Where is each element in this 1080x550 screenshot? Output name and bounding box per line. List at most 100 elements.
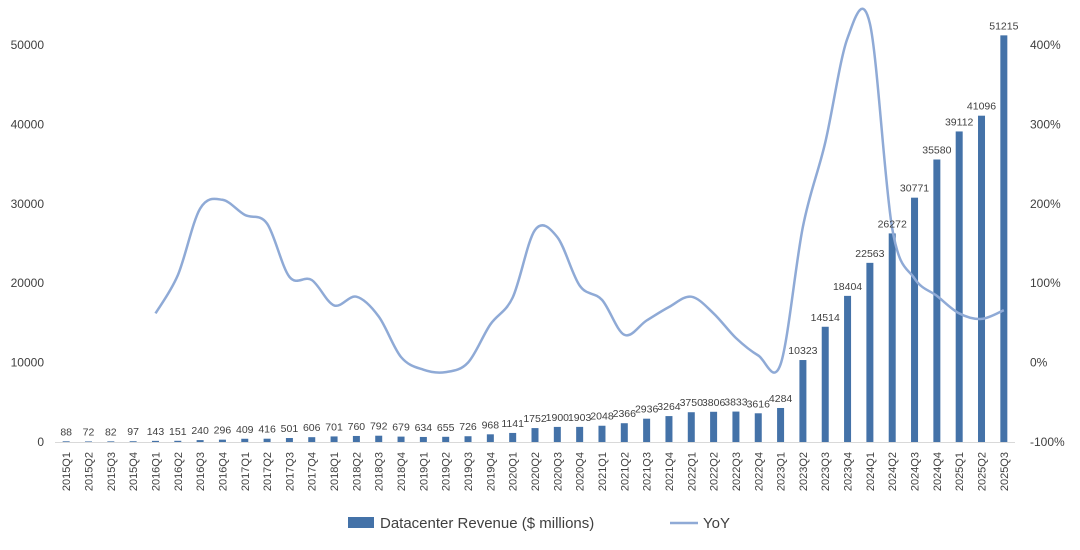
bar-value-label: 143 bbox=[147, 426, 165, 438]
bar-value-label: 240 bbox=[191, 425, 209, 437]
bar-value-label: 416 bbox=[258, 424, 276, 436]
x-tick-label: 2025Q1 bbox=[954, 452, 966, 491]
bar bbox=[955, 131, 963, 442]
bar bbox=[844, 295, 852, 442]
bar bbox=[151, 440, 159, 442]
x-tick-label: 2020Q1 bbox=[508, 452, 520, 491]
bar-data-labels: 88 72 82 97 143 151 240 296 409 416 501 606 701 760 79… bbox=[60, 20, 1018, 438]
bar-value-label: 14514 bbox=[811, 312, 840, 324]
bar bbox=[620, 423, 628, 442]
left-tick-label: 0 bbox=[37, 435, 44, 449]
bar bbox=[464, 436, 472, 442]
x-tick-label: 2024Q2 bbox=[887, 452, 899, 491]
x-tick-label: 2023Q4 bbox=[843, 452, 855, 491]
bar-value-label: 4284 bbox=[769, 393, 793, 405]
bar bbox=[888, 233, 896, 442]
bar-value-label: 151 bbox=[169, 426, 187, 438]
x-tick-label: 2020Q3 bbox=[552, 452, 564, 491]
x-tick-label: 2025Q2 bbox=[977, 452, 989, 491]
bar bbox=[710, 411, 718, 442]
x-tick-label: 2017Q2 bbox=[262, 452, 274, 491]
bar bbox=[509, 432, 517, 442]
bar-value-label: 409 bbox=[236, 424, 254, 436]
left-tick-label: 10000 bbox=[11, 356, 45, 370]
x-tick-label: 2024Q3 bbox=[910, 452, 922, 491]
left-axis-ticks: 0 10000 20000 30000 40000 50000 bbox=[11, 38, 45, 449]
bar bbox=[84, 441, 92, 442]
x-tick-label: 2019Q3 bbox=[463, 452, 475, 491]
x-tick-label: 2020Q4 bbox=[575, 452, 587, 491]
bar bbox=[442, 436, 450, 442]
bar-value-label: 97 bbox=[127, 426, 139, 438]
right-tick-label: 0% bbox=[1030, 356, 1048, 370]
bar-value-label: 30771 bbox=[900, 183, 929, 195]
bar bbox=[1000, 35, 1008, 442]
x-tick-label: 2023Q2 bbox=[798, 452, 810, 491]
bar bbox=[174, 440, 182, 442]
x-tick-label: 2022Q4 bbox=[753, 452, 765, 491]
left-tick-label: 40000 bbox=[11, 117, 45, 131]
bar bbox=[799, 360, 807, 442]
bar bbox=[263, 438, 271, 442]
right-tick-label: 300% bbox=[1030, 117, 1061, 131]
x-tick-label: 2018Q2 bbox=[351, 452, 363, 491]
x-tick-label: 2019Q1 bbox=[418, 452, 430, 491]
bar-value-label: 1903 bbox=[568, 412, 592, 424]
bar bbox=[531, 428, 539, 442]
bar-value-label: 22563 bbox=[855, 248, 884, 260]
bar-value-label: 10323 bbox=[788, 345, 817, 357]
bar bbox=[419, 436, 427, 442]
bar bbox=[754, 413, 762, 442]
bar-value-label: 296 bbox=[214, 425, 232, 437]
bar bbox=[643, 418, 651, 442]
x-tick-label: 2021Q4 bbox=[664, 452, 676, 491]
bar bbox=[553, 426, 561, 442]
x-tick-label: 2022Q1 bbox=[686, 452, 698, 491]
bar-value-label: 2936 bbox=[635, 404, 659, 416]
bar-value-label: 3806 bbox=[702, 397, 726, 409]
bar-value-label: 792 bbox=[370, 421, 388, 433]
x-tick-label: 2023Q1 bbox=[776, 452, 788, 491]
x-tick-label: 2019Q2 bbox=[441, 452, 453, 491]
bar-value-label: 35580 bbox=[922, 144, 951, 156]
bar-value-label: 3833 bbox=[724, 397, 748, 409]
bar bbox=[308, 437, 316, 442]
bar-value-label: 3616 bbox=[747, 398, 771, 410]
bar-value-label: 1141 bbox=[501, 418, 524, 430]
bar bbox=[375, 435, 383, 442]
bar-value-label: 88 bbox=[60, 426, 72, 438]
left-tick-label: 30000 bbox=[11, 197, 45, 211]
right-tick-label: 400% bbox=[1030, 38, 1061, 52]
x-tick-label: 2025Q3 bbox=[999, 452, 1011, 491]
bar bbox=[732, 411, 740, 442]
bar-value-label: 2366 bbox=[613, 408, 637, 420]
x-tick-label: 2017Q4 bbox=[307, 452, 319, 491]
bar-value-label: 655 bbox=[437, 422, 455, 434]
x-tick-label: 2016Q3 bbox=[195, 452, 207, 491]
x-tick-label: 2015Q2 bbox=[83, 452, 95, 491]
bar bbox=[777, 407, 785, 442]
bar bbox=[241, 438, 249, 442]
legend-line-label: YoY bbox=[703, 515, 730, 532]
x-tick-label: 2021Q3 bbox=[642, 452, 654, 491]
right-tick-label: -100% bbox=[1030, 435, 1065, 449]
bar-value-label: 39112 bbox=[945, 116, 974, 128]
legend-bar-swatch bbox=[348, 517, 374, 528]
bar-value-label: 18404 bbox=[833, 281, 862, 293]
bar-value-label: 2048 bbox=[590, 411, 614, 423]
bar bbox=[352, 435, 360, 442]
bar bbox=[330, 436, 338, 442]
bar bbox=[598, 425, 606, 442]
bar bbox=[665, 416, 673, 442]
bar bbox=[821, 326, 829, 442]
bar bbox=[218, 439, 226, 442]
right-tick-label: 100% bbox=[1030, 276, 1061, 290]
bar-value-label: 634 bbox=[415, 422, 433, 434]
right-axis-ticks: -100% 0% 100% 200% 300% 400% bbox=[1030, 38, 1065, 449]
bar-value-label: 26272 bbox=[878, 218, 907, 230]
bar-value-label: 606 bbox=[303, 422, 321, 434]
bar bbox=[576, 426, 584, 442]
x-tick-label: 2016Q1 bbox=[150, 452, 162, 491]
bar bbox=[196, 440, 204, 442]
